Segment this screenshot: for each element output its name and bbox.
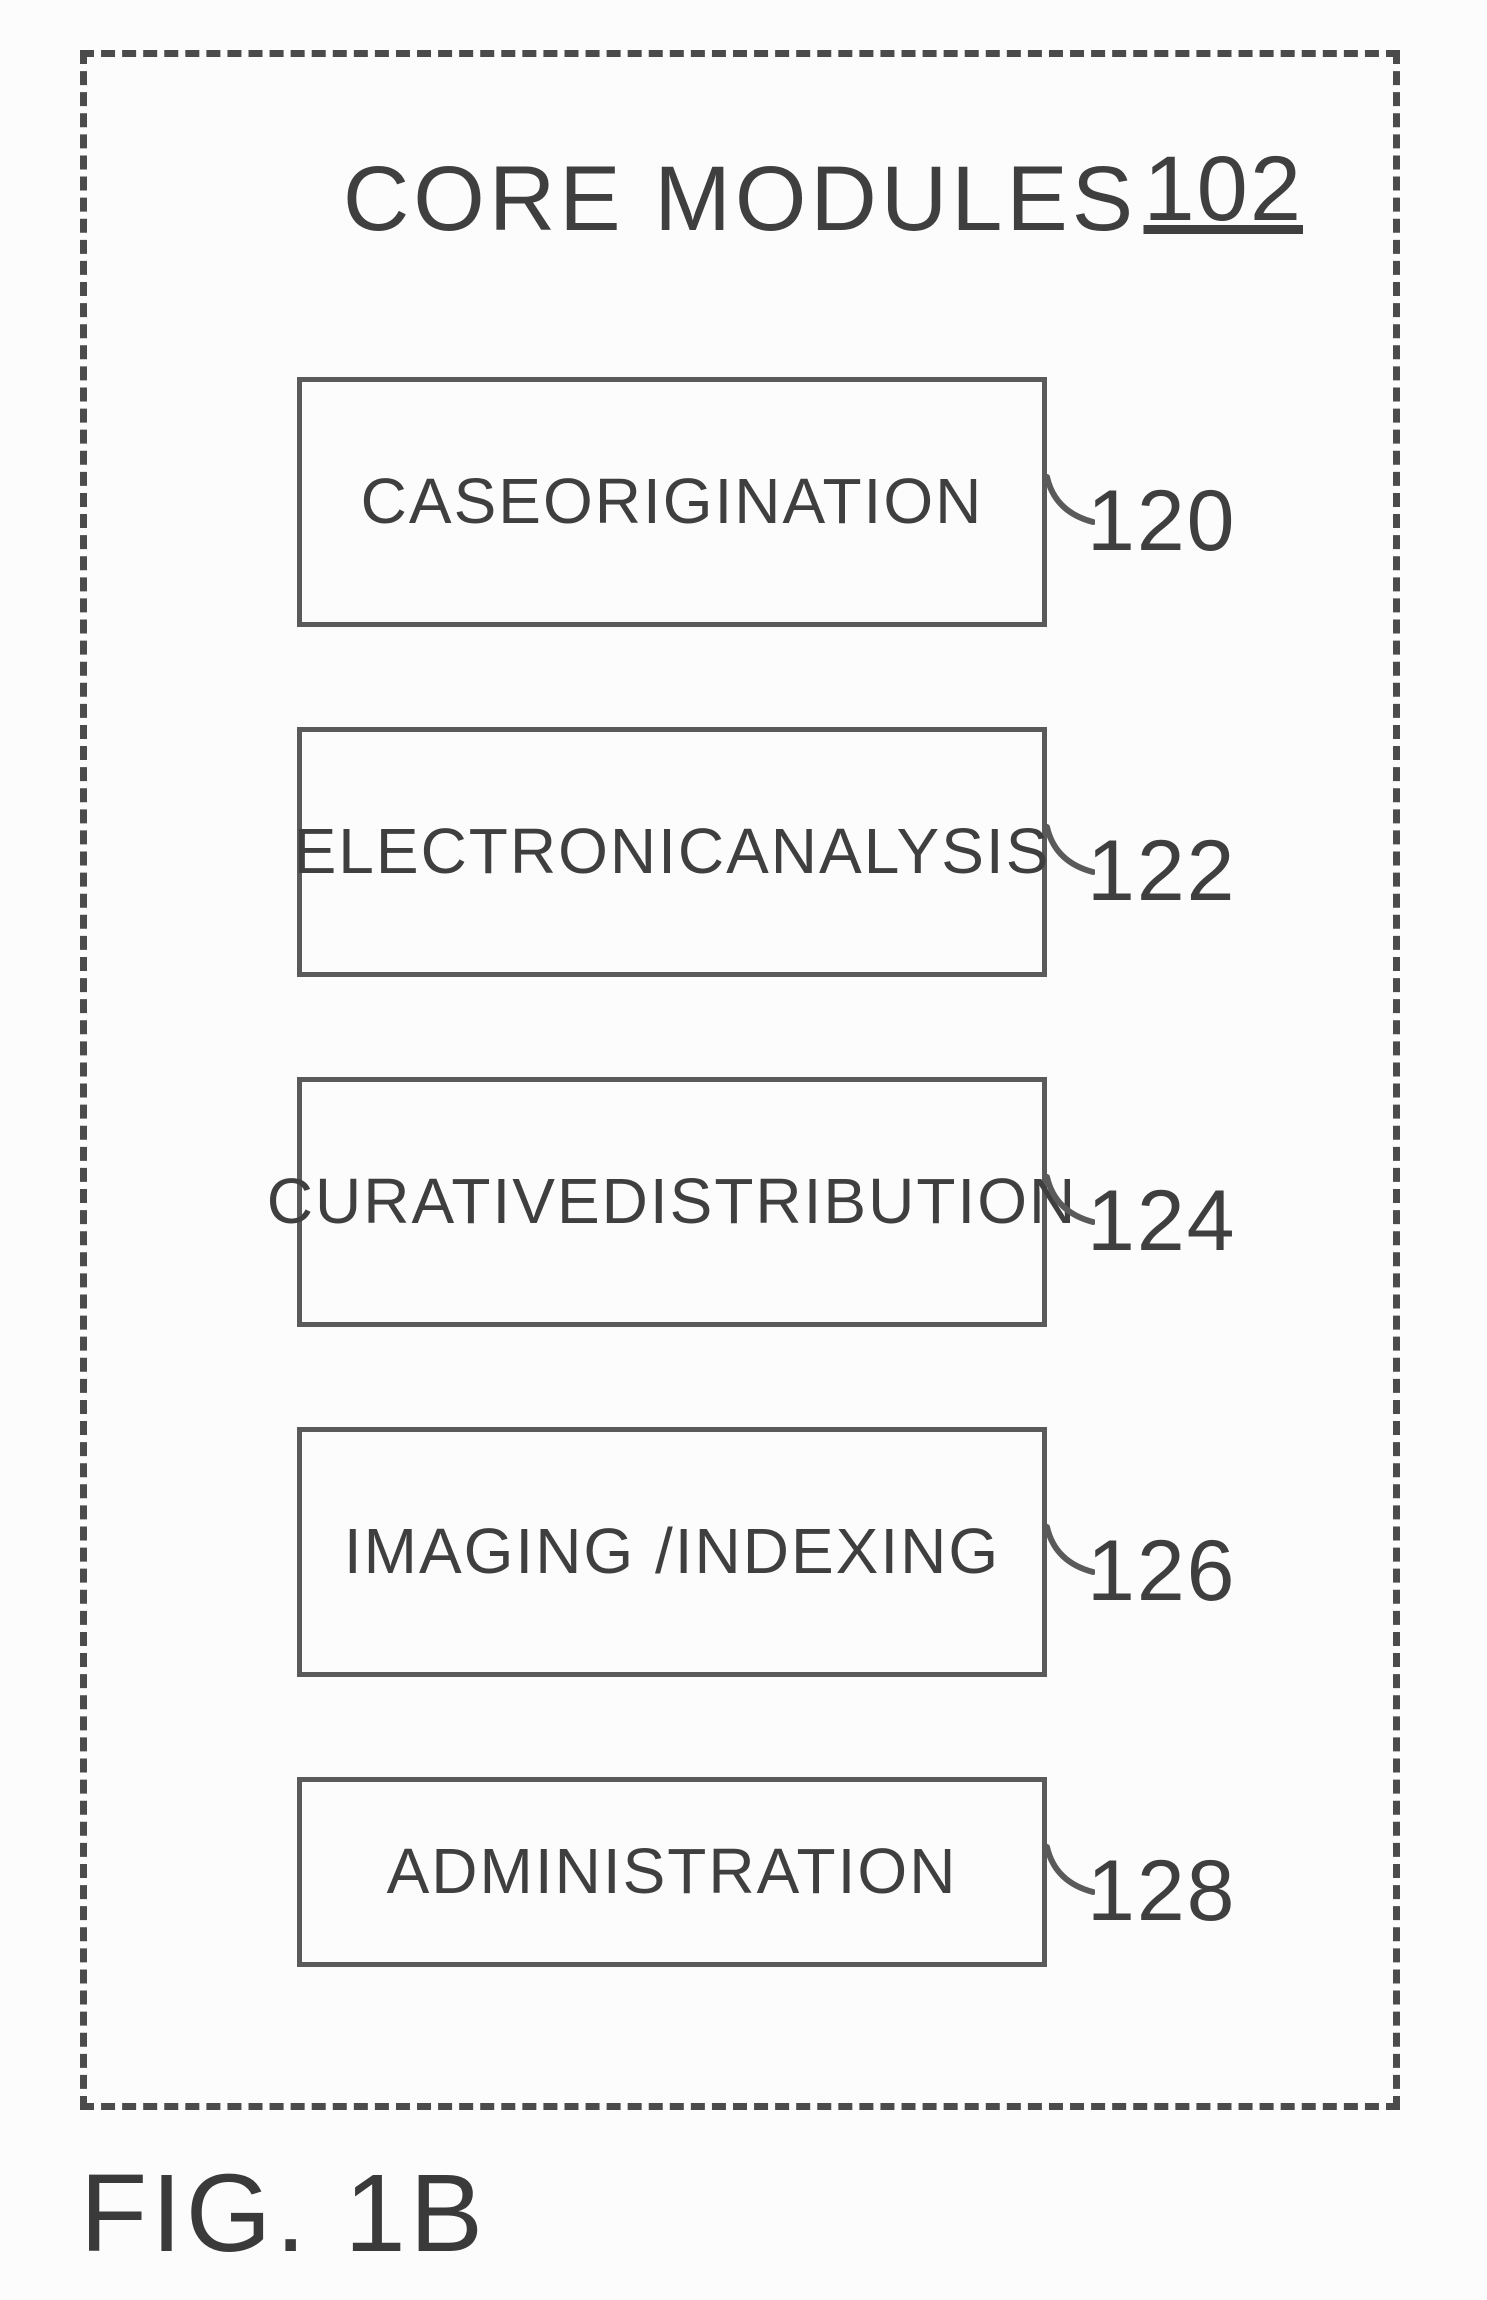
module-box: ADMINISTRATION — [297, 1777, 1047, 1967]
module-label-line: ADMINISTRATION — [387, 1830, 958, 1913]
module-stack: CASEORIGINATION120 ELECTRONICANALYSIS122 C… — [297, 377, 1047, 2067]
container-ref-number: 102 — [1144, 137, 1304, 242]
module-label-line: CURATIVE — [267, 1160, 602, 1243]
module-label-line: CASE — [361, 460, 543, 543]
module-ref-number: 128 — [1087, 1842, 1237, 1941]
module-label-line: IMAGING / — [344, 1510, 675, 1593]
module-ref-number: 122 — [1087, 822, 1237, 921]
module-box: CURATIVEDISTRIBUTION — [297, 1077, 1047, 1327]
module-box: ELECTRONICANALYSIS — [297, 727, 1047, 977]
module-row: IMAGING /INDEXING126 — [297, 1427, 1047, 1677]
module-label-line: ORIGINATION — [543, 460, 983, 543]
module-ref-number: 120 — [1087, 472, 1237, 571]
module-label-line: ANALYSIS — [726, 810, 1050, 893]
page: CORE MODULES 102 CASEORIGINATION120ELECT… — [0, 0, 1487, 2300]
module-row: CURATIVEDISTRIBUTION124 — [297, 1077, 1047, 1327]
module-row: CASEORIGINATION120 — [297, 377, 1047, 627]
module-label-line: ELECTRONIC — [294, 810, 727, 893]
module-row: ADMINISTRATION128 — [297, 1777, 1047, 1967]
module-label-line: INDEXING — [675, 1510, 1000, 1593]
core-modules-container: CORE MODULES 102 CASEORIGINATION120ELECT… — [80, 50, 1400, 2110]
module-box: IMAGING /INDEXING — [297, 1427, 1047, 1677]
figure-caption: FIG. 1B — [80, 2150, 487, 2277]
module-box: CASEORIGINATION — [297, 377, 1047, 627]
module-ref-number: 124 — [1087, 1172, 1237, 1271]
module-row: ELECTRONICANALYSIS122 — [297, 727, 1047, 977]
module-label-line: DISTRIBUTION — [602, 1160, 1078, 1243]
module-ref-number: 126 — [1087, 1522, 1237, 1621]
